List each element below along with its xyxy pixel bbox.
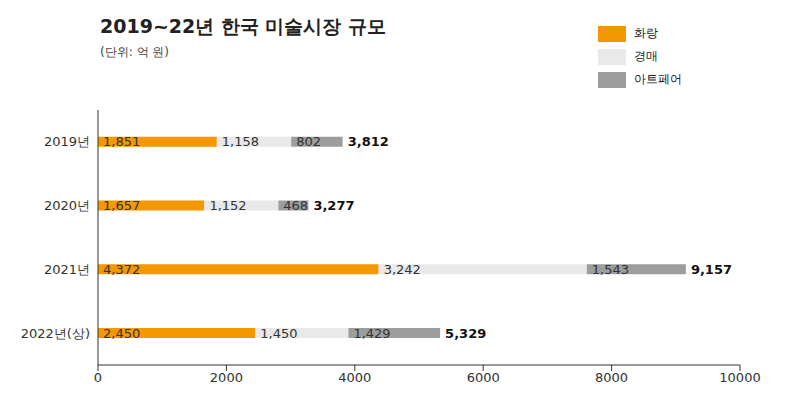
svg-text:2019년: 2019년 [44,134,90,149]
svg-text:6000: 6000 [467,370,500,385]
html-text:화랑: 화랑 [634,26,658,40]
svg-text:8000: 8000 [595,370,628,385]
svg-text:0: 0 [94,370,102,385]
svg-text:1,851: 1,851 [103,134,140,149]
svg-text:1,152: 1,152 [209,198,246,213]
html-text:2019~22년 한국 미술시장 규모: 2019~22년 한국 미술시장 규모 [100,15,387,37]
svg-text:10000: 10000 [719,370,760,385]
svg-text:468: 468 [283,198,308,213]
html-text:경매: 경매 [634,49,658,63]
svg-text:2020년: 2020년 [44,198,90,213]
svg-text:5,329: 5,329 [445,326,486,341]
html-text:아트페어: 아트페어 [634,72,682,86]
svg-text:4000: 4000 [338,370,371,385]
svg-text:2000: 2000 [210,370,243,385]
svg-text:2021년: 2021년 [44,262,90,277]
svg-text:3,242: 3,242 [384,262,421,277]
svg-text:1,429: 1,429 [353,326,390,341]
svg-text:3,812: 3,812 [348,134,389,149]
svg-text:3,277: 3,277 [313,198,354,213]
svg-text:802: 802 [296,134,321,149]
html-text:(단위: 억 원): (단위: 억 원) [100,45,169,59]
svg-text:2,450: 2,450 [103,326,140,341]
svg-text:1,450: 1,450 [260,326,297,341]
svg-text:1,158: 1,158 [222,134,259,149]
svg-text:1,657: 1,657 [103,198,140,213]
svg-text:1,543: 1,543 [592,262,629,277]
svg-text:9,157: 9,157 [691,262,732,277]
svg-text:4,372: 4,372 [103,262,140,277]
svg-text:2022년(상): 2022년(상) [21,326,90,341]
